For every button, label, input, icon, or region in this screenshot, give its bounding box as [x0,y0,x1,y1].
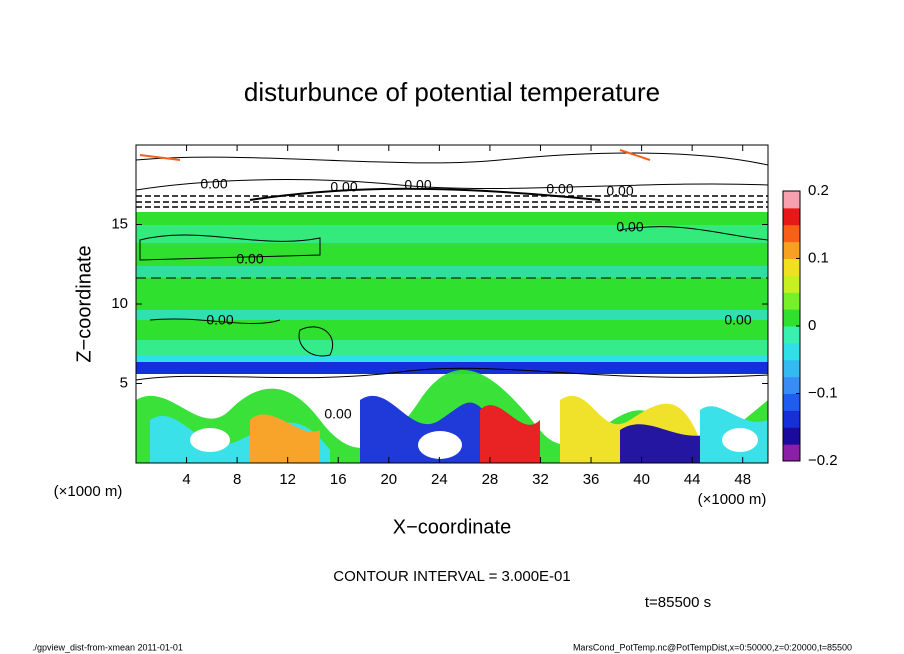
x-tick-label: 48 [734,471,751,488]
contour-label: 0.00 [724,312,751,328]
colorbar-segment [783,309,800,327]
colorbar-segment [783,326,800,344]
chart-title: disturbunce of potential temperature [244,77,660,107]
colorbar-tick-label: −0.1 [808,384,838,401]
x-tick-label: 44 [684,471,701,488]
x-tick-label: 4 [182,471,190,488]
colorbar-segment [783,275,800,293]
colorbar-segment [783,342,800,361]
colorbar-segment [783,359,800,378]
colorbar-segment [783,427,800,445]
contour-interval: CONTOUR INTERVAL = 3.000E-01 [333,568,570,585]
y-tick-label: 5 [120,374,128,391]
x-axis-label: X−coordinate [393,516,511,538]
x-tick-label: 8 [233,471,241,488]
y-tick-label: 15 [111,215,128,232]
contour-label: 0.00 [404,177,431,193]
x-tick-label: 36 [583,471,600,488]
colorbar-tick-label: −0.2 [808,452,838,469]
colorbar-segment [783,241,800,259]
colorbar-segment [783,376,800,394]
colorbar-segment [783,258,800,276]
x-tick-label: 32 [532,471,549,488]
colorbar-segment [783,292,800,310]
colorbar-segment [783,444,800,462]
y-tick-label: 10 [111,295,128,312]
footer-right: MarsCond_PotTemp.nc@PotTempDist,x=0:5000… [573,642,852,652]
contour-label: 0.00 [330,179,357,195]
time-label: t=85500 s [645,594,711,611]
colorbar-segment [783,410,800,428]
colorbar-tick-label: 0 [808,317,816,334]
x-tick-label: 20 [380,471,397,488]
y-unit: (×1000 m) [54,483,123,500]
contour-label: 0.00 [236,251,263,267]
colorbar-tick-label: 0.2 [808,182,829,199]
contour-label: 0.00 [324,406,351,422]
y-axis-label: Z−coordinate [73,245,95,362]
contour-label: 0.00 [616,219,643,235]
contour-label: 0.00 [206,312,233,328]
contour-field [136,145,768,463]
footer-left: ./gpview_dist-from-xmean 2011-01-01 [32,642,183,652]
x-tick-label: 16 [330,471,347,488]
x-tick-label: 24 [431,471,448,488]
x-tick-label: 28 [482,471,499,488]
x-tick-label: 40 [633,471,650,488]
colorbar-segment [783,224,800,243]
colorbar-segment [783,191,800,209]
contour-label: 0.00 [546,181,573,197]
x-unit: (×1000 m) [698,491,767,508]
colorbar-segment [783,393,800,411]
contour-label: 0.00 [606,183,633,199]
colorbar-tick-label: 0.1 [808,249,829,266]
x-tick-label: 12 [279,471,296,488]
colorbar-segment [783,207,800,226]
contour-label: 0.00 [200,176,227,192]
